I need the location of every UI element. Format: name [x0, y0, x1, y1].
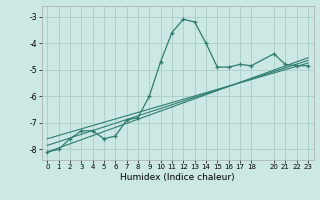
X-axis label: Humidex (Indice chaleur): Humidex (Indice chaleur) — [120, 173, 235, 182]
